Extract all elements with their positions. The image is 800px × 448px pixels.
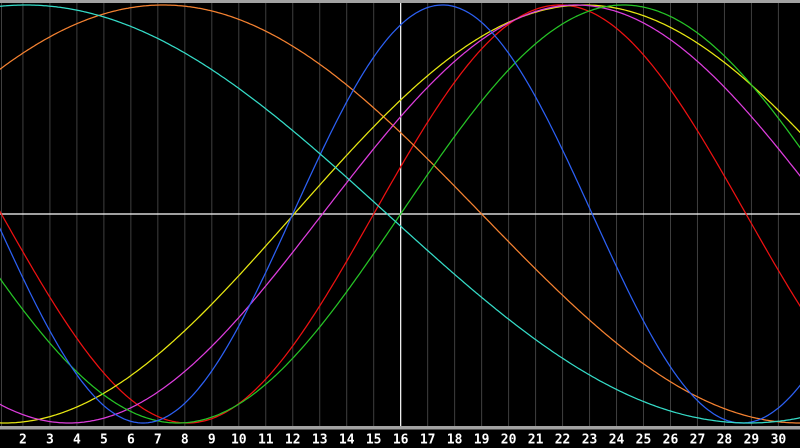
x-tick-label-19: 19 — [474, 433, 490, 448]
curve-magenta-sine — [0, 4, 800, 424]
x-tick-label-8: 8 — [181, 433, 189, 448]
x-tick-label-3: 3 — [46, 433, 54, 448]
x-tick-label-10: 10 — [231, 433, 247, 448]
x-tick-labels: 2 3 4 5 6 7 8 9 10 11 12 13 14 15 16 17 18 19 20 21 22 23 24 25… — [19, 433, 786, 448]
x-tick-label-4: 4 — [73, 433, 81, 448]
x-tick-label-30: 30 — [771, 433, 787, 448]
x-tick-label-2: 2 — [19, 433, 27, 448]
curve-orange-sine — [0, 4, 800, 424]
curve-yellow-sine — [0, 4, 800, 424]
curve-red-sine — [0, 4, 800, 424]
x-tick-label-28: 28 — [717, 433, 733, 448]
x-tick-label-13: 13 — [312, 433, 328, 448]
x-tick-label-29: 29 — [744, 433, 760, 448]
x-tick-label-5: 5 — [100, 433, 108, 448]
x-tick-label-26: 26 — [663, 433, 679, 448]
x-tick-label-24: 24 — [609, 433, 625, 448]
x-tick-label-14: 14 — [339, 433, 355, 448]
x-tick-label-15: 15 — [366, 433, 382, 448]
x-tick-label-12: 12 — [285, 433, 301, 448]
top-border-bar — [0, 0, 800, 3]
x-tick-label-21: 21 — [528, 433, 544, 448]
x-tick-label-27: 27 — [690, 433, 706, 448]
x-tick-label-9: 9 — [208, 433, 216, 448]
x-tick-label-20: 20 — [501, 433, 517, 448]
x-tick-label-18: 18 — [447, 433, 463, 448]
border-bars — [0, 0, 800, 430]
bottom-border-bar — [0, 426, 800, 430]
x-tick-label-23: 23 — [582, 433, 598, 448]
curve-cyan-sine — [0, 4, 800, 424]
x-tick-label-22: 22 — [555, 433, 571, 448]
curve-green-sine — [0, 4, 800, 424]
x-tick-label-7: 7 — [154, 433, 162, 448]
curve-blue-sine — [0, 4, 800, 424]
x-tick-label-17: 17 — [420, 433, 436, 448]
x-tick-label-11: 11 — [258, 433, 274, 448]
x-tick-label-25: 25 — [636, 433, 652, 448]
x-tick-label-16: 16 — [393, 433, 409, 448]
x-tick-label-6: 6 — [127, 433, 135, 448]
curves — [0, 4, 800, 424]
